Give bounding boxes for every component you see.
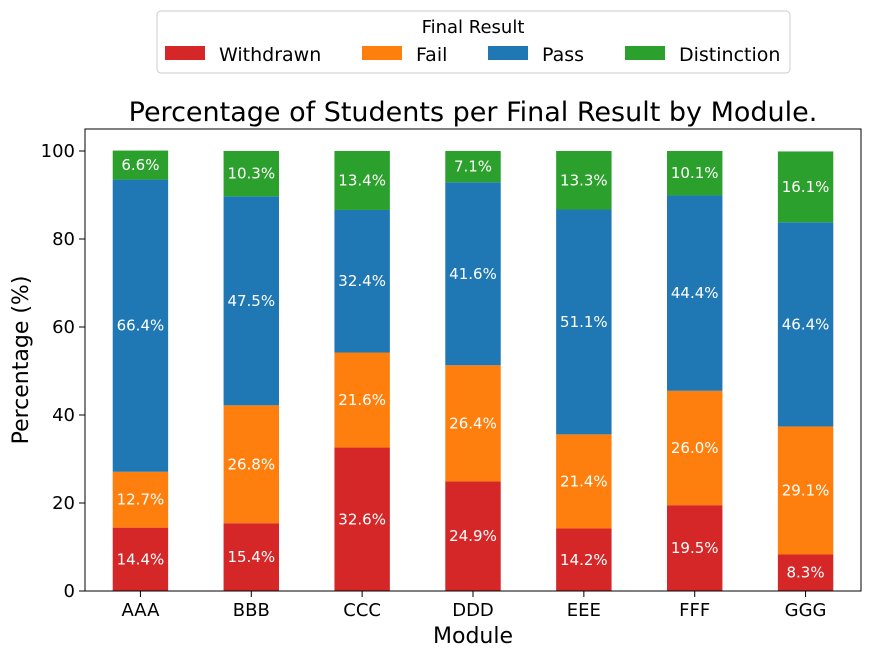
legend-label-fail: Fail: [416, 44, 447, 66]
x-tick-label-ccc: CCC: [343, 600, 381, 621]
bar-distinction-ccc: [334, 151, 390, 210]
bar-distinction-bbb: [223, 151, 279, 197]
data-label-withdrawn-fff: 19.5%: [671, 539, 719, 557]
data-label-distinction-ggg: 16.1%: [782, 178, 830, 196]
data-label-pass-ggg: 46.4%: [782, 315, 830, 333]
bar-fail-ccc: [334, 352, 390, 448]
data-label-fail-fff: 26.0%: [671, 439, 719, 457]
data-label-withdrawn-eee: 14.2%: [560, 551, 608, 569]
bar-fail-ddd: [445, 365, 501, 482]
x-tick-label-ggg: GGG: [785, 600, 827, 621]
data-label-pass-bbb: 47.5%: [227, 292, 275, 310]
legend-swatch-pass: [488, 46, 528, 60]
legend-label-distinction: Distinction: [679, 44, 780, 66]
y-tick-label: 80: [52, 229, 75, 250]
bar-distinction-fff: [667, 151, 723, 196]
y-axis-title: Percentage (%): [9, 276, 34, 445]
bar-pass-aaa: [112, 179, 169, 472]
bar-fail-bbb: [223, 405, 279, 524]
data-label-distinction-aaa: 6.6%: [121, 156, 159, 174]
bar-pass-ggg: [777, 222, 834, 427]
bars-group: [112, 150, 834, 591]
y-axis: 0 20 40 60 80 100: [41, 141, 85, 602]
bar-withdrawn-ggg: [777, 554, 834, 591]
data-label-distinction-fff: 10.1%: [671, 164, 719, 182]
data-label-fail-aaa: 12.7%: [117, 491, 165, 509]
bar-fail-eee: [556, 434, 612, 529]
legend-label-pass: Pass: [542, 44, 584, 66]
bar-distinction-aaa: [112, 150, 169, 180]
legend-title: Final Result: [422, 17, 525, 38]
data-label-withdrawn-ddd: 24.9%: [449, 527, 497, 545]
bar-withdrawn-bbb: [223, 523, 279, 591]
chart-title: Percentage of Students per Final Result …: [129, 97, 818, 128]
data-label-fail-ccc: 21.6%: [338, 391, 386, 409]
legend-swatch-withdrawn: [165, 46, 205, 60]
bar-withdrawn-aaa: [112, 527, 169, 591]
bar-distinction-ggg: [777, 151, 834, 223]
data-label-pass-ccc: 32.4%: [338, 272, 386, 290]
bar-distinction-eee: [556, 151, 612, 210]
bar-distinction-ddd: [445, 151, 501, 183]
data-label-pass-aaa: 66.4%: [117, 317, 165, 335]
data-labels-group: 14.4% 12.7% 66.4% 6.6% 15.4% 26.8% 47.5% 10.3% 3…: [117, 156, 830, 582]
bar-pass-bbb: [223, 196, 279, 406]
data-label-fail-ggg: 29.1%: [782, 481, 830, 499]
legend-label-withdrawn: Withdrawn: [219, 44, 321, 66]
legend: Final Result Withdrawn Fail Pass Distinctio…: [156, 10, 791, 74]
data-label-withdrawn-ggg: 8.3%: [787, 564, 825, 582]
bar-fail-fff: [667, 390, 723, 506]
bar-withdrawn-ccc: [334, 447, 390, 591]
x-tick-label-fff: FFF: [679, 600, 710, 621]
data-label-distinction-eee: 13.3%: [560, 171, 608, 189]
data-label-pass-fff: 44.4%: [671, 284, 719, 302]
x-tick-label-eee: EEE: [567, 600, 601, 621]
data-label-withdrawn-bbb: 15.4%: [227, 548, 275, 566]
bar-fail-aaa: [112, 471, 169, 528]
data-label-fail-eee: 21.4%: [560, 472, 608, 490]
y-tick-label: 100: [41, 141, 75, 162]
data-label-distinction-bbb: 10.3%: [227, 165, 275, 183]
bar-pass-fff: [667, 195, 723, 391]
data-label-pass-ddd: 41.6%: [449, 265, 497, 283]
y-tick-label: 0: [64, 581, 75, 602]
data-label-withdrawn-ccc: 32.6%: [338, 510, 386, 528]
y-tick-label: 20: [52, 493, 75, 514]
bar-pass-eee: [556, 209, 612, 435]
bar-pass-ccc: [334, 209, 390, 353]
bar-fail-ggg: [777, 426, 834, 555]
y-tick-label: 60: [52, 317, 75, 338]
legend-swatch-distinction: [625, 46, 665, 60]
data-label-pass-eee: 51.1%: [560, 313, 608, 331]
bar-withdrawn-ddd: [445, 481, 501, 591]
bar-withdrawn-eee: [556, 528, 612, 591]
x-axis: AAA BBB CCC DDD EEE FFF GGG: [121, 591, 827, 621]
legend-swatch-fail: [362, 46, 402, 60]
data-label-distinction-ddd: 7.1%: [454, 158, 492, 176]
data-label-fail-bbb: 26.8%: [227, 455, 275, 473]
x-tick-label-aaa: AAA: [121, 600, 160, 621]
x-tick-label-ddd: DDD: [452, 600, 494, 621]
data-label-withdrawn-aaa: 14.4%: [117, 550, 165, 568]
x-tick-label-bbb: BBB: [233, 600, 270, 621]
x-axis-title: Module: [433, 624, 513, 649]
data-label-fail-ddd: 26.4%: [449, 414, 497, 432]
bar-withdrawn-fff: [667, 505, 723, 591]
y-tick-label: 40: [52, 405, 75, 426]
data-label-distinction-ccc: 13.4%: [338, 171, 386, 189]
bar-pass-ddd: [445, 182, 501, 366]
